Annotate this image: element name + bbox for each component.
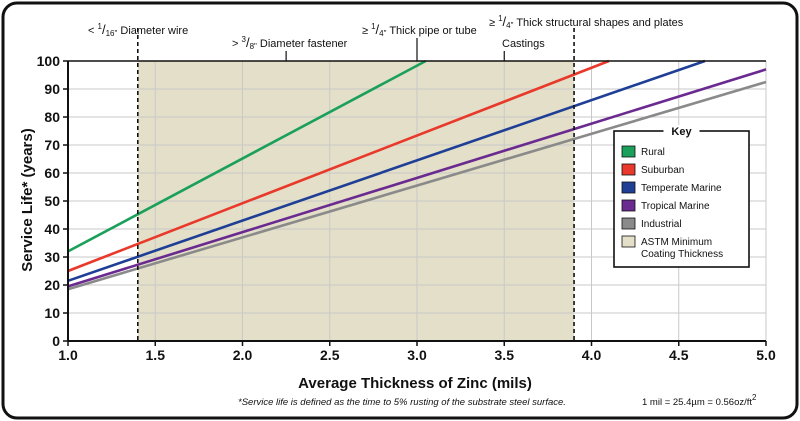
annotation-denominator: 8" xyxy=(250,42,257,51)
series-line-rural xyxy=(67,59,427,253)
x-tick-label-5.0: 5.0 xyxy=(756,347,776,363)
annotation-slash: / xyxy=(503,14,507,29)
legend-label-6-line2: Coating Thickness xyxy=(641,249,723,260)
x-tick-label-3.5: 3.5 xyxy=(495,347,515,363)
legend-swatch-4 xyxy=(621,199,636,212)
legend-swatch-1 xyxy=(621,145,636,158)
annotation-castings: Castings xyxy=(502,38,545,50)
annotation-text: Thick structural shapes and plates xyxy=(513,17,683,29)
annotation-text: Diameter wire xyxy=(117,25,188,37)
x-tick-label-1.0: 1.0 xyxy=(58,347,78,363)
footnote: *Service life is defined as the time to … xyxy=(238,397,566,408)
annotation-prefix: ≥ xyxy=(362,25,371,37)
y-axis-title: Service Life* (years) xyxy=(19,128,36,271)
legend-label-5: Industrial xyxy=(641,219,682,230)
x-tick-label-4.0: 4.0 xyxy=(582,347,602,363)
annotation-numerator: 1 xyxy=(97,22,102,31)
y-tick-label-40: 40 xyxy=(44,221,60,237)
y-tick-label-100: 100 xyxy=(37,53,61,69)
y-tick-label-30: 30 xyxy=(44,249,60,265)
annotation-structural: ≥ 1/4" Thick structural shapes and plate… xyxy=(489,14,684,30)
y-tick-label-90: 90 xyxy=(44,81,60,97)
series-line-suburban xyxy=(67,59,610,273)
annotation-denominator: 4" xyxy=(379,29,386,38)
legend-box xyxy=(613,130,750,268)
x-tick-label-3.0: 3.0 xyxy=(407,347,427,363)
legend-swatch-3 xyxy=(621,181,636,194)
legend-label-6: ASTM Minimum xyxy=(641,237,712,248)
series-line-industrial xyxy=(67,80,767,291)
y-tick-label-60: 60 xyxy=(44,165,60,181)
annotation-prefix: < xyxy=(88,25,97,37)
annotation-slash: / xyxy=(376,22,380,37)
legend-label-1: Rural xyxy=(641,147,665,158)
annotation-text: Thick pipe or tube xyxy=(386,25,476,37)
series-line-tropical-marine xyxy=(67,68,767,288)
legend-label-3: Temperate Marine xyxy=(641,183,722,194)
legend-swatch-6 xyxy=(621,235,636,248)
legend-title-backdrop xyxy=(663,125,700,137)
annotation-prefix: > xyxy=(232,38,241,50)
x-tick-label-4.5: 4.5 xyxy=(669,347,689,363)
legend-label-2: Suburban xyxy=(641,165,684,176)
y-tick-label-0: 0 xyxy=(52,333,60,349)
y-tick-label-50: 50 xyxy=(44,193,60,209)
annotation-diam-wire: < 1/16" Diameter wire xyxy=(88,22,188,38)
x-axis-title: Average Thickness of Zinc (mils) xyxy=(298,375,532,392)
y-tick-label-20: 20 xyxy=(44,277,60,293)
annotation-denominator: 16" xyxy=(106,29,118,38)
annotation-thick-pipe: ≥ 1/4" Thick pipe or tube xyxy=(362,22,477,38)
annotation-slash: / xyxy=(102,22,106,37)
annotation-text: Diameter fastener xyxy=(257,38,348,50)
y-tick-label-80: 80 xyxy=(44,109,60,125)
x-tick-label-1.5: 1.5 xyxy=(146,347,166,363)
annotation-prefix: ≥ xyxy=(489,17,498,29)
annotation-slash: / xyxy=(246,35,250,50)
series-line-temperate-marine xyxy=(67,59,706,283)
annotation-numerator: 1 xyxy=(371,22,376,31)
y-tick-label-70: 70 xyxy=(44,137,60,153)
legend-swatch-5 xyxy=(621,217,636,230)
annotation-numerator: 1 xyxy=(498,14,503,23)
unit-conversion-text: 1 mil = 25.4µm = 0.56oz/ft xyxy=(642,397,752,408)
annotation-text: Castings xyxy=(502,38,545,50)
annotation-denominator: 4" xyxy=(506,21,513,30)
x-tick-label-2.5: 2.5 xyxy=(320,347,340,363)
legend-label-4: Tropical Marine xyxy=(641,201,710,212)
unit-conversion: 1 mil = 25.4µm = 0.56oz/ft2 xyxy=(642,393,757,408)
legend-title: Key xyxy=(671,126,692,138)
y-tick-label-10: 10 xyxy=(44,305,60,321)
annotation-numerator: 3 xyxy=(241,35,246,44)
x-tick-label-2.0: 2.0 xyxy=(233,347,253,363)
legend-swatch-2 xyxy=(621,163,636,176)
annotation-diam-fastener: > 3/8" Diameter fastener xyxy=(232,35,348,51)
unit-conversion-sup: 2 xyxy=(752,393,757,402)
